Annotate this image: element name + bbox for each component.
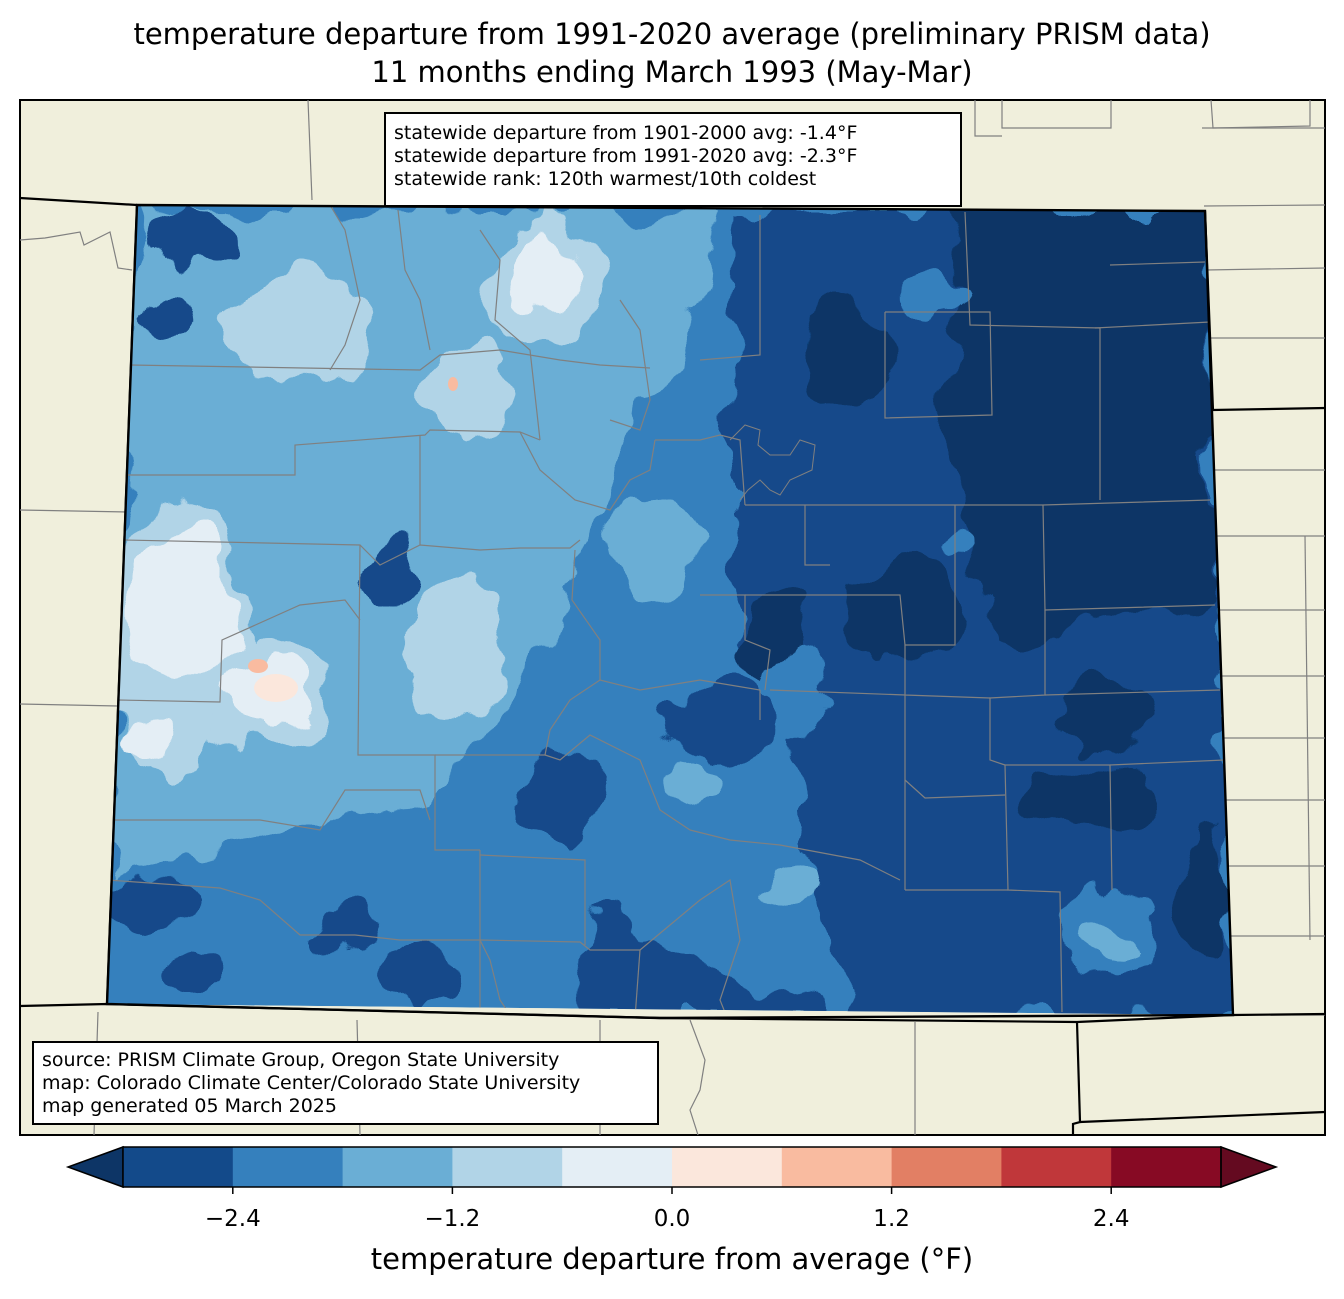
colorbar-segment (781, 1147, 893, 1187)
colorbar-segment (232, 1147, 344, 1187)
colorado-border (105, 203, 1235, 1020)
stats-departure-1991-2020: statewide departure from 1991-2020 avg: … (394, 145, 858, 167)
source-box: source: PRISM Climate Group, Oregon Stat… (32, 1041, 659, 1125)
colorbar (65, 1145, 1279, 1194)
map-credit-line: map: Colorado Climate Center/Colorado St… (42, 1072, 581, 1094)
colorbar-segment (123, 1147, 234, 1187)
metro-boundaries (729, 424, 816, 501)
colorbar-tick-label: −2.4 (204, 1206, 261, 1232)
statewide-stats-box: statewide departure from 1901-2000 avg: … (384, 112, 962, 207)
colorado-county-lines (107, 205, 1226, 1015)
title-line-1: temperature departure from 1991-2020 ave… (133, 17, 1211, 51)
colorbar-tick-label: 1.2 (873, 1206, 910, 1232)
colorbar-segment (672, 1147, 783, 1187)
colorbar-tick-label: 0.0 (653, 1206, 691, 1232)
stats-rank: statewide rank: 120th warmest/10th colde… (394, 168, 817, 190)
stats-departure-1901-2000: statewide departure from 1901-2000 avg: … (394, 122, 858, 144)
colorbar-segment (891, 1147, 1002, 1187)
temperature-field (107, 205, 1233, 1015)
colorbar-segment (342, 1147, 453, 1187)
colorbar-tick-label: 2.4 (1092, 1206, 1130, 1232)
colorbar-segment (1001, 1147, 1112, 1187)
colorbar-segment (1111, 1147, 1222, 1187)
colorbar-label: temperature departure from average (°F) (370, 1242, 974, 1276)
title-line-2: 11 months ending March 1993 (May-Mar) (371, 55, 973, 89)
colorbar-segment (562, 1147, 673, 1187)
generated-date-line: map generated 05 March 2025 (42, 1095, 337, 1117)
colorbar-tick-label: −1.2 (424, 1206, 481, 1232)
source-line: source: PRISM Climate Group, Oregon Stat… (42, 1049, 560, 1071)
colorbar-extend-high (1220, 1145, 1279, 1189)
colorbar-segment (452, 1147, 563, 1187)
colorbar-extend-low (65, 1145, 124, 1189)
